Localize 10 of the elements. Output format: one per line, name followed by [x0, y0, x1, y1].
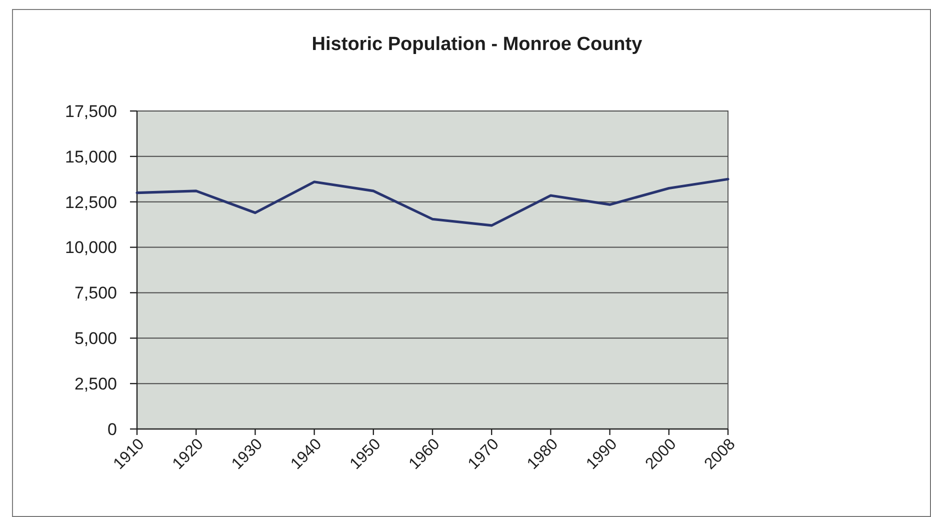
chart-title: Historic Population - Monroe County — [312, 34, 643, 55]
y-tick-label: 5,000 — [74, 329, 117, 348]
y-tick-label: 17,500 — [65, 102, 117, 121]
y-tick-label: 10,000 — [65, 238, 117, 258]
y-tick-label: 15,000 — [65, 147, 117, 166]
y-tick-label: 2,500 — [74, 374, 117, 394]
y-tick-label: 0 — [108, 420, 117, 439]
line-series — [136, 178, 730, 227]
y-tick-label: 12,500 — [65, 192, 117, 212]
y-tick-label: 7,500 — [74, 284, 117, 303]
